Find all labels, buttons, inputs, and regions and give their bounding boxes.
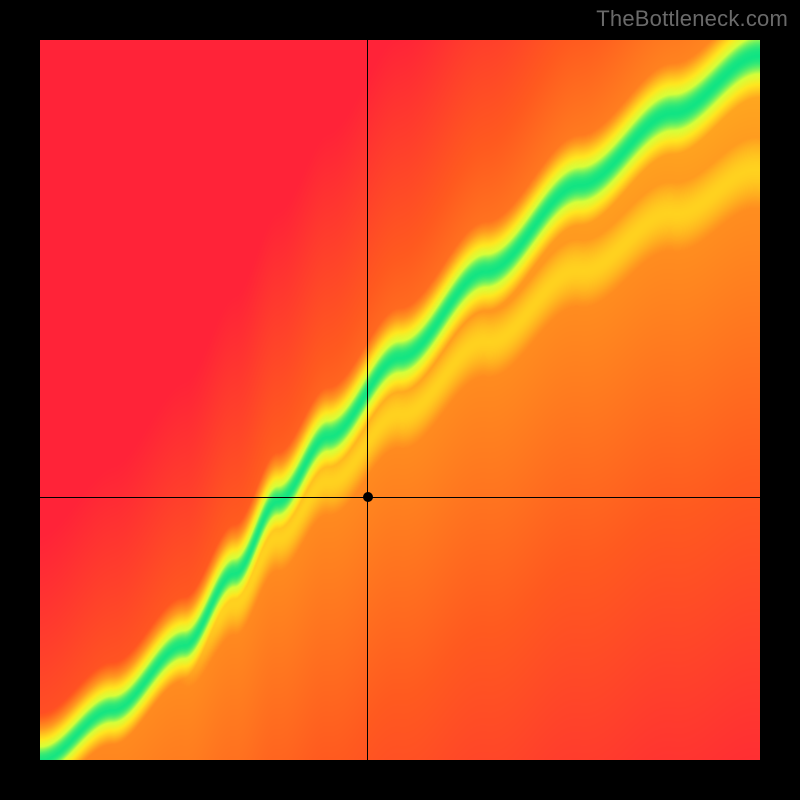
crosshair-horizontal (40, 497, 760, 498)
heatmap-canvas (40, 40, 760, 760)
crosshair-marker (363, 492, 373, 502)
crosshair-vertical (367, 40, 368, 760)
heatmap-plot (40, 40, 760, 760)
watermark-text: TheBottleneck.com (596, 6, 788, 32)
